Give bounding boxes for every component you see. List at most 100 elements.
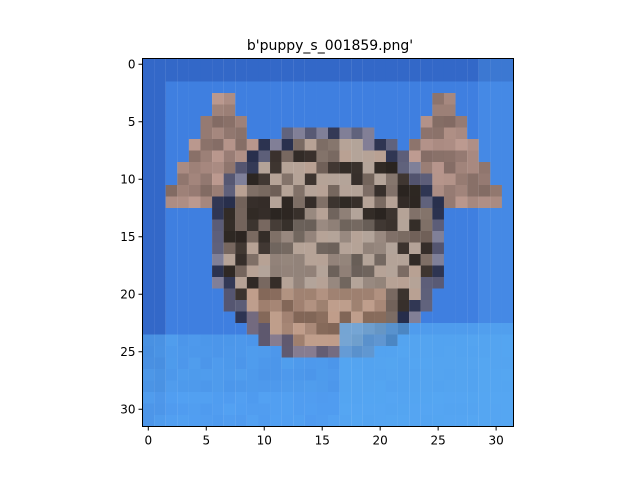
y-tick-label: 5 [128, 115, 136, 129]
image-pixel [246, 346, 259, 358]
image-pixel [212, 323, 224, 335]
image-pixel [281, 334, 294, 347]
x-tick-label: 30 [488, 434, 503, 448]
image-pixel [328, 93, 340, 105]
image-pixel [177, 70, 189, 82]
image-pixel [490, 150, 502, 163]
image-pixel [397, 81, 410, 94]
image-pixel [420, 58, 433, 71]
image-pixel [362, 415, 375, 427]
image-pixel [258, 254, 271, 266]
image-pixel [142, 219, 155, 232]
image-pixel [246, 104, 259, 117]
image-pixel [339, 311, 352, 324]
image-pixel [490, 139, 502, 151]
image-pixel [490, 415, 502, 427]
image-pixel [223, 357, 236, 370]
image-pixel [258, 139, 271, 151]
image-pixel [142, 300, 155, 312]
image-pixel [328, 173, 340, 186]
image-pixel [304, 81, 317, 94]
image-pixel [490, 357, 502, 370]
image-pixel [443, 70, 456, 82]
image-pixel [455, 277, 468, 289]
image-pixel [420, 403, 433, 416]
image-pixel [385, 277, 398, 289]
image-pixel [165, 219, 178, 232]
image-pixel [467, 231, 479, 243]
image-pixel [409, 323, 421, 335]
image-pixel [385, 357, 398, 370]
image-pixel [270, 139, 282, 151]
image-pixel [409, 70, 421, 82]
image-pixel [270, 162, 282, 174]
image-pixel [154, 323, 166, 335]
image-pixel [258, 311, 271, 324]
image-pixel [212, 58, 224, 71]
image-pixel [258, 288, 271, 301]
image-pixel [304, 104, 317, 117]
image-pixel [420, 70, 433, 82]
image-pixel [165, 277, 178, 289]
image-pixel [316, 219, 329, 232]
image-pixel [443, 392, 456, 404]
image-pixel [304, 265, 317, 278]
image-pixel [339, 288, 352, 301]
image-pixel [258, 70, 271, 82]
image-pixel [397, 139, 410, 151]
image-pixel [165, 369, 178, 381]
image-pixel [200, 196, 213, 209]
image-pixel [478, 242, 491, 255]
image-pixel [420, 150, 433, 163]
image-pixel [328, 369, 340, 381]
image-pixel [177, 150, 189, 163]
image-pixel [293, 380, 305, 393]
image-pixel [235, 70, 247, 82]
image-pixel [478, 196, 491, 209]
image-pixel [409, 231, 421, 243]
image-pixel [467, 70, 479, 82]
image-pixel [432, 323, 445, 335]
y-tick-label: 25 [120, 345, 135, 359]
image-pixel [409, 288, 421, 301]
y-tick-label: 0 [128, 57, 136, 71]
image-pixel [246, 357, 259, 370]
image-pixel [212, 70, 224, 82]
image-pixel [281, 58, 294, 71]
image-pixel [501, 254, 514, 266]
image-pixel [188, 93, 201, 105]
image-pixel [177, 403, 189, 416]
image-pixel [374, 403, 387, 416]
image-pixel [501, 196, 514, 209]
image-pixel [374, 254, 387, 266]
image-pixel [200, 254, 213, 266]
image-pixel [235, 93, 247, 105]
image-pixel [177, 346, 189, 358]
image-pixel [443, 380, 456, 393]
image-pixel [328, 334, 340, 347]
image-pixel [455, 323, 468, 335]
image-pixel [409, 415, 421, 427]
image-pixel [281, 265, 294, 278]
image-pixel [235, 139, 247, 151]
image-pixel [397, 196, 410, 209]
image-pixel [304, 242, 317, 255]
image-pixel [200, 346, 213, 358]
image-pixel [455, 70, 468, 82]
image-pixel [258, 208, 271, 220]
image-pixel [351, 300, 363, 312]
image-pixel [188, 116, 201, 128]
image-pixel [351, 70, 363, 82]
image-pixel [409, 403, 421, 416]
image-pixel [478, 346, 491, 358]
image-pixel [258, 300, 271, 312]
image-pixel [270, 58, 282, 71]
image-pixel [501, 70, 514, 82]
image-pixel [455, 116, 468, 128]
image-pixel [374, 162, 387, 174]
image-pixel [316, 288, 329, 301]
image-pixel [246, 150, 259, 163]
image-pixel [362, 277, 375, 289]
image-pixel [351, 173, 363, 186]
image-pixel [501, 58, 514, 71]
